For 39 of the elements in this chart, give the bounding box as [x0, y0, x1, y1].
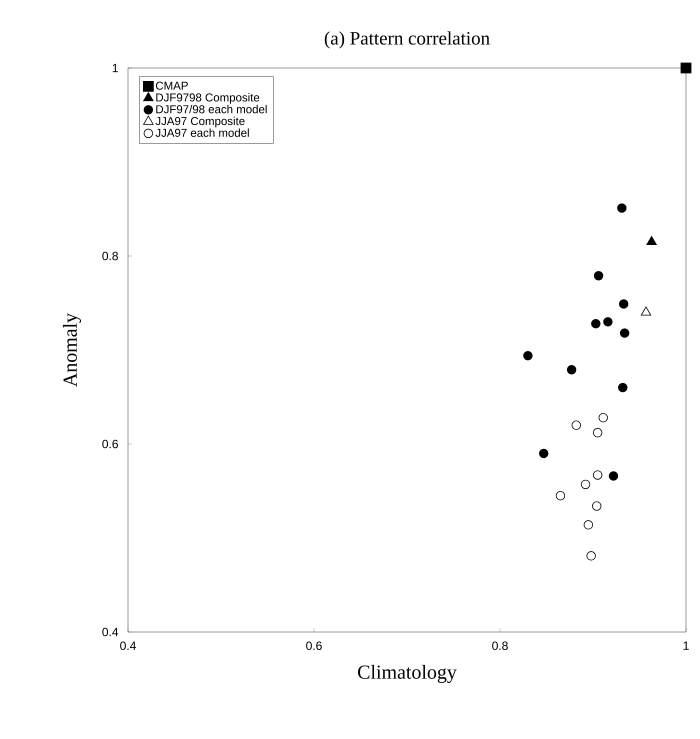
point	[556, 491, 566, 500]
y-tick-label: 0.8	[102, 252, 118, 260]
point	[592, 428, 602, 438]
point	[566, 365, 576, 374]
point	[620, 328, 630, 338]
chart-title: (a) Pattern correlation	[324, 31, 490, 49]
point	[617, 203, 627, 213]
x-tick-label: 0.4	[120, 642, 136, 650]
point	[584, 520, 594, 530]
point	[592, 470, 602, 480]
legend-label: DJF9798 Composite	[156, 93, 260, 104]
y-axis-title: Anomaly	[62, 312, 82, 387]
legend-label: JJA97 Composite	[156, 116, 245, 128]
point	[539, 448, 548, 458]
legend-label: DJF97/98 each model	[156, 104, 267, 114]
point	[640, 306, 652, 316]
x-tick-label: 0.8	[492, 642, 508, 650]
point	[586, 551, 596, 561]
legend-label: JJA97 each model	[156, 128, 249, 137]
point	[580, 480, 590, 490]
point	[680, 62, 692, 74]
point	[523, 350, 533, 360]
point	[572, 420, 581, 430]
point	[603, 317, 613, 326]
point	[618, 299, 628, 309]
x-axis-title: Climatology	[358, 664, 457, 683]
y-tick-label: 0.6	[102, 440, 118, 448]
point	[608, 471, 618, 481]
point	[598, 412, 608, 422]
point	[591, 318, 600, 328]
y-tick-label: 1	[112, 64, 118, 72]
x-tick-label: 0.6	[306, 642, 322, 650]
legend-label: CMAP	[156, 82, 188, 90]
point	[594, 271, 604, 280]
x-tick-label: 1	[684, 642, 689, 650]
y-tick-label: 0.4	[102, 628, 118, 636]
point	[618, 382, 628, 392]
point	[592, 501, 602, 511]
point	[646, 236, 657, 246]
